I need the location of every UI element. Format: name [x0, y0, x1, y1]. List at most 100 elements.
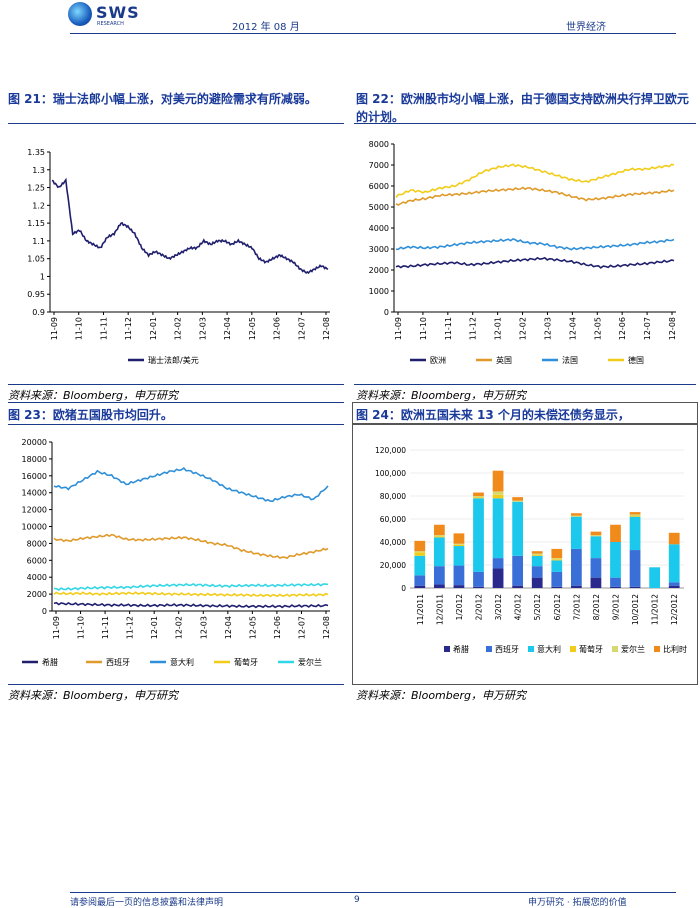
fig23-legend-label: 西班牙 — [106, 657, 130, 667]
fig24-bar-segment — [590, 535, 602, 537]
fig24-bar-segment — [551, 558, 563, 560]
fig24-x-tick-label: 2/2012 — [475, 594, 484, 621]
fig24-bar-segment — [512, 501, 524, 556]
fig23-x-tick-label: 12-06 — [273, 616, 282, 639]
fig21-x-tick-label: 12-03 — [198, 317, 207, 340]
fig24-bar-segment — [629, 550, 641, 587]
fig23-x-tick-label: 11-11 — [101, 616, 110, 639]
fig21-y-tick-label: 0.9 — [32, 308, 45, 317]
fig22-y-tick-label: 4000 — [369, 224, 389, 233]
fig24-bar-segment — [473, 571, 484, 587]
fig24-x-tick-label: 6/2012 — [553, 594, 562, 621]
fig24-bar-segment — [590, 531, 602, 536]
fig23-legend-label: 希腊 — [42, 657, 58, 667]
fig24-bar-segment — [551, 586, 563, 588]
fig24-bar-segment — [512, 555, 524, 586]
fig24-legend-label: 葡萄牙 — [579, 644, 603, 654]
fig23-title-rule — [8, 402, 344, 403]
fig24-bar-segment — [570, 548, 582, 586]
fig24-bar-segment — [629, 514, 641, 516]
fig24-y-tick-label: 40,000 — [380, 538, 406, 547]
fig21-x-tick-label: 11-11 — [99, 317, 108, 340]
fig24-bar-segment — [453, 543, 465, 545]
fig21-x-tick-label: 11-10 — [75, 317, 84, 340]
fig24-legend-label: 西班牙 — [495, 644, 519, 654]
fig22-x-tick-label: 11-10 — [419, 317, 428, 340]
fig23-y-tick-label: 8000 — [27, 539, 47, 548]
fig21-y-tick-label: 1.3 — [32, 166, 45, 175]
fig23-series-line — [53, 467, 329, 503]
fig24-bar-segment — [668, 544, 680, 583]
fig24-x-tick-label: 9/2012 — [612, 594, 621, 621]
fig23-y-tick-label: 10000 — [22, 523, 47, 532]
fig23-y-tick-label: 2000 — [27, 590, 47, 599]
fig21-x-tick-label: 12-06 — [273, 317, 282, 340]
fig24-y-tick-label: 120,000 — [375, 446, 406, 455]
fig22-y-tick-label: 1000 — [369, 287, 389, 296]
fig22-source: 资料来源：Bloomberg，申万研究 — [356, 389, 527, 402]
fig24-bar-segment — [414, 551, 426, 553]
fig23-series-line — [53, 601, 329, 609]
fig21-y-tick-label: 1 — [40, 272, 45, 281]
fig24-bar-segment — [629, 515, 641, 517]
fig21-series-line — [51, 177, 329, 275]
fig21-chart: 1.35 1.3 1.25 1.2 1.15 1.1 1.05 1 0.95 0.9 11-09 11… — [27, 148, 331, 365]
fig24-x-tick-label: 1/2012 — [455, 594, 464, 621]
fig24-bar-segment — [492, 568, 504, 588]
fig23-x-tick-label: 11-09 — [52, 616, 61, 639]
fig23-x-tick-label: 12-08 — [322, 616, 331, 639]
fig24-bar-segment — [433, 536, 445, 538]
fig22-x-tick-label: 11-09 — [394, 317, 403, 340]
fig24-bar-segment — [570, 515, 582, 517]
fig23-x-tick-label: 11-10 — [77, 616, 86, 639]
fig21-x-tick-label: 12-01 — [149, 317, 158, 340]
fig24-title-box — [352, 402, 698, 424]
fig23-x-tick-label: 11-12 — [126, 616, 135, 639]
fig24-bar-segment — [531, 553, 543, 555]
fig24-bar-segment — [473, 498, 484, 572]
fig24-bar-segment — [453, 585, 465, 588]
fig24-legend-swatch — [570, 646, 576, 652]
fig24-x-tick-label: 12/2012 — [670, 594, 679, 625]
footer-disclaimer: 请参阅最后一页的信息披露和法律声明 — [70, 898, 224, 908]
logo-subtext: RESEARCH — [97, 21, 124, 27]
fig22-x-tick-label: 11-12 — [469, 317, 478, 340]
fig21-x-tick-label: 12-04 — [223, 317, 232, 340]
fig23-series-line — [53, 591, 329, 598]
fig24-bar-segment — [433, 524, 445, 536]
fig23-x-tick-label: 12-03 — [199, 616, 208, 639]
fig22-chart: 8000 7000 6000 5000 4000 3000 2000 1000 0 11-09 11… — [369, 140, 677, 365]
fig24-bar-segment — [668, 585, 680, 588]
fig22-x-tick-label: 12-08 — [668, 317, 677, 340]
fig22-y-tick-label: 3000 — [369, 245, 389, 254]
fig24-x-tick-label: 5/2012 — [533, 594, 542, 621]
fig23-x-tick-label: 12-05 — [248, 616, 257, 639]
fig22-legend-label: 英国 — [496, 355, 512, 365]
fig21-x-tick-label: 12-02 — [174, 317, 183, 340]
fig24-x-tick-label: 12/2011 — [435, 594, 444, 625]
fig24-legend-swatch — [654, 646, 660, 652]
fig23-top-rule — [8, 424, 344, 425]
fig22-y-tick-label: 0 — [384, 308, 389, 317]
fig24-bar-segment — [590, 577, 602, 588]
fig24-bar-segment — [453, 533, 465, 544]
fig24-bar-segment — [590, 558, 602, 578]
fig23-y-tick-label: 0 — [42, 607, 47, 616]
fig21-x-tick-label: 12-08 — [322, 317, 331, 340]
fig22-top-rule — [354, 123, 696, 124]
fig24-bar-segment — [492, 470, 504, 492]
fig22-legend-label: 法国 — [562, 355, 578, 365]
fig24-bar-segment — [453, 565, 465, 586]
fig24-bar-segment — [453, 544, 465, 547]
fig24-x-tick-label: 4/2012 — [514, 594, 523, 621]
fig24-x-tick-label: 3/2012 — [494, 594, 503, 621]
fig24-bar-segment — [610, 524, 621, 542]
fig24-bar-segment — [551, 559, 563, 561]
fig23-y-tick-label: 6000 — [27, 556, 47, 565]
fig24-bar-segment — [433, 566, 445, 585]
fig24-bar-segment — [433, 535, 445, 537]
logo-mark-icon — [68, 2, 92, 26]
fig23-source: 资料来源：Bloomberg，申万研究 — [8, 689, 179, 702]
header-date: 2012 年 08 月 — [232, 22, 300, 33]
header-section: 世界经济 — [566, 22, 606, 33]
